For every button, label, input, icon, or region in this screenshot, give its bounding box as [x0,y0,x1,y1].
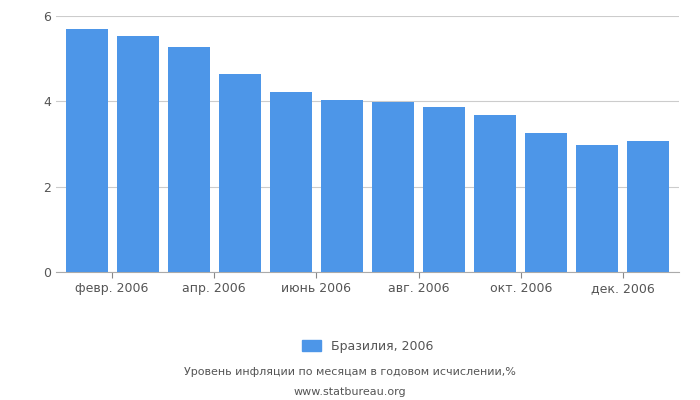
Bar [474,114,516,272]
Text: Уровень инфляции по месяцам в годовом исчислении,%: Уровень инфляции по месяцам в годовом ис… [184,367,516,377]
Bar [117,36,159,272]
Bar [168,47,210,272]
Text: www.statbureau.org: www.statbureau.org [294,387,406,397]
Bar [270,92,312,272]
Bar [219,74,261,272]
Bar [424,107,465,272]
Bar [576,145,618,272]
Legend: Бразилия, 2006: Бразилия, 2006 [297,334,438,358]
Bar [372,102,414,272]
Bar [321,100,363,272]
Bar [66,29,108,272]
Bar [525,133,567,272]
Bar [627,140,669,272]
